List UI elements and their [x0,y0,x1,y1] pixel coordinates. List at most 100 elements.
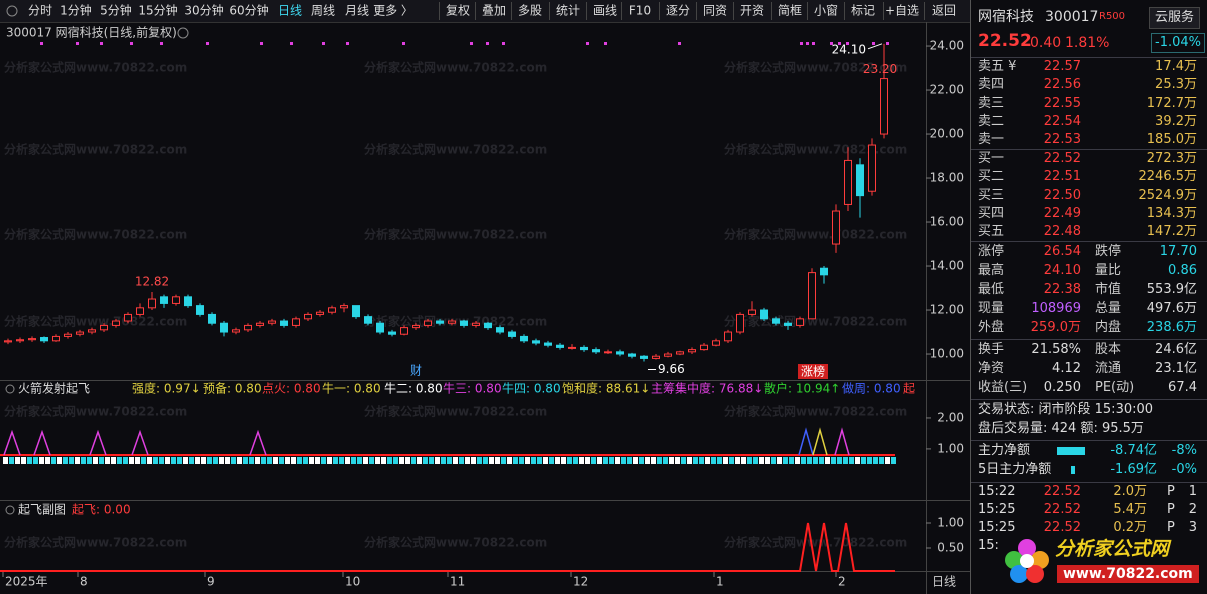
signal-peak [249,429,267,456]
trade-flag: P [1167,502,1175,517]
period-tab[interactable]: 5分钟 [100,3,132,18]
tool-button[interactable]: 统计 [556,4,580,18]
period-tab[interactable]: 1分钟 [60,3,92,18]
signal-cell [99,457,104,464]
period-tab[interactable]: 更多 〉 [373,4,413,18]
marker-dot [470,42,473,45]
tool-button[interactable]: +自选 [885,4,919,18]
tool-button[interactable]: 小窗 [814,4,838,18]
candle-body [328,307,336,313]
candle-body [340,305,348,309]
icon[interactable] [177,27,189,39]
tool-button[interactable]: 同资 [703,4,727,18]
stock-code: 300017 [1045,9,1099,25]
candle-body [172,296,180,304]
indicator-value: 点火: 0.80 [262,382,321,396]
book-price: 22.51 [1043,169,1081,185]
book-volume: 147.2万 [1146,224,1197,240]
signal-cell [15,457,20,464]
sector-change: -1.04% [1151,33,1205,53]
stat-value: 259.0万 [1030,320,1081,335]
candle-body [556,344,564,348]
back-button[interactable]: 返回 [932,4,956,18]
signal-cell [333,457,338,464]
tool-button[interactable]: 复权 [446,4,470,18]
tool-button[interactable]: 标记 [851,4,875,18]
tool-button[interactable]: 叠加 [482,4,506,18]
signal-cell [825,457,830,464]
candle-body [652,355,660,359]
signal-cell [579,457,584,464]
candle-body [568,346,576,349]
tool-button[interactable]: 多股 [518,4,542,18]
tool-button[interactable]: 简框 [778,4,802,18]
logo-url: www.70822.com [1057,565,1199,583]
signal-cell [609,457,614,464]
stat-label: 现量 [978,301,1005,316]
signal-cell [93,457,98,464]
signal-cell [207,457,212,464]
candle-body [472,322,480,326]
signal-cell [711,457,716,464]
signal-cell [363,457,368,464]
signal-cell [357,457,362,464]
y-tick-label: 1.00 [937,516,964,530]
period-tab[interactable]: 周线 [311,4,335,18]
signal-cell [63,457,68,464]
signal-cell [429,457,434,464]
x-tick-label: 8 [80,575,88,589]
badge: 涨榜 [801,364,825,379]
icon[interactable] [6,5,18,17]
candle-body [760,309,768,320]
tool-button[interactable]: 开资 [740,4,764,18]
indicator-value: 牛二: 0.80 [384,381,443,396]
period-tab[interactable]: 日线 [278,4,302,18]
signal-cell [873,457,878,464]
period-tab[interactable]: 60分钟 [229,3,268,18]
watermark: 分析家公式网www.70822.com [724,314,907,329]
period-tab[interactable]: 30分钟 [184,3,223,18]
period-tab[interactable]: 15分钟 [138,3,177,18]
flow-pct: -0% [1171,462,1197,477]
stat-value: 108969 [1031,301,1081,316]
sector-button[interactable]: 云服务 [1149,7,1201,29]
chart-header: 300017 网宿科技(日线,前复权) [6,25,177,40]
signal-cell [831,457,836,464]
signal-cell [585,457,590,464]
signal-cell [345,457,350,464]
signal-cell [543,457,548,464]
signal-cell [327,457,332,464]
signal-cell [657,457,662,464]
signal-cell [633,457,638,464]
watermark: 分析家公式网www.70822.com [4,60,187,75]
candle-body [292,318,300,326]
period-tab[interactable]: 月线 [345,4,369,18]
watermark: 分析家公式网www.70822.com [364,535,547,550]
annotation-arrow [867,43,883,50]
period-tab[interactable]: 分时 [28,4,52,18]
signal-cell [303,457,308,464]
signal-cell [411,457,416,464]
signal-cell [573,457,578,464]
candle-body [28,338,36,341]
tool-button[interactable]: 逐分 [666,4,690,18]
signal-cell [273,457,278,464]
tool-button[interactable]: F10 [629,4,651,18]
book-price: 22.52 [1043,151,1081,166]
marker-dot [206,42,209,45]
tool-button[interactable]: 画线 [593,4,617,18]
annotation: 9.66 [658,362,685,376]
marker-dot [502,42,505,45]
signal-cell [33,457,38,464]
logo-name: 分析家公式网 [1055,538,1170,560]
stat-value: 24.6亿 [1155,342,1197,357]
signal-cell [789,457,794,464]
signal-cell [501,457,506,464]
icon[interactable] [5,505,15,515]
signal-cell [285,457,290,464]
signal-cell [315,457,320,464]
signal-cell [891,457,896,464]
x-tick-label: 2 [838,575,846,589]
icon[interactable] [5,384,15,394]
